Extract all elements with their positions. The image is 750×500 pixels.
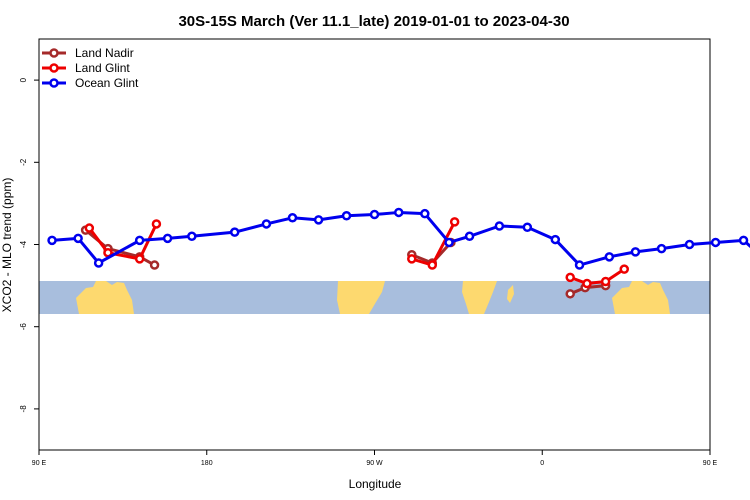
x-axis-label: Longitude (349, 477, 402, 491)
chart-title: 30S-15S March (Ver 11.1_late) 2019-01-01… (178, 13, 569, 30)
y-tick-label-3: -6 (19, 323, 28, 331)
legend-swatch-marker-0 (49, 48, 59, 58)
series-2-point-0-24 (710, 237, 721, 248)
y-tick-label-1: -2 (19, 158, 28, 166)
legend-label-0: Land Nadir (75, 46, 134, 60)
legend-swatch-marker-2 (49, 78, 59, 88)
series-2-point-0-4 (162, 233, 173, 244)
series-2-point-0-10 (341, 210, 352, 221)
series-2-point-0-7 (261, 219, 272, 229)
y-axis: 0 -2 -4 -6 -8 (19, 77, 39, 412)
y-tick-label-0: 0 (19, 77, 28, 82)
land-madagascar (507, 285, 514, 303)
series-2-point-0-11 (369, 209, 380, 220)
series-2-point-0-22 (656, 243, 667, 254)
series-0-point-2-0 (565, 289, 575, 299)
series-2-point-0-16 (494, 221, 505, 231)
series-1-line-0 (88, 223, 158, 261)
series-2-point-0-14 (444, 237, 454, 248)
series-2-point-0-5 (187, 231, 197, 242)
series-1-point-1-0 (407, 254, 417, 264)
x-tick-label-4: 90 E (703, 460, 718, 467)
series-0-point-0-3 (149, 260, 160, 270)
series-2-point-0-15 (464, 231, 475, 242)
x-tick-label-0: 90 E (32, 460, 47, 467)
x-tick-label-3: 0 (540, 460, 544, 467)
land-south-america (337, 281, 385, 314)
series-2-line-0 (51, 210, 750, 267)
series-2-point-0-9 (313, 215, 324, 225)
series-1-point-2-2 (600, 276, 611, 287)
series-2-point-0-18 (550, 234, 561, 245)
legend-swatch-marker-1 (49, 63, 59, 73)
x-tick-label-2: 90 W (366, 460, 383, 467)
series-1-point-2-0 (565, 272, 575, 283)
series-1 (84, 217, 630, 289)
series-2-point-0-8 (287, 213, 298, 223)
series-2-point-0-1 (73, 233, 83, 244)
series-2-point-0-12 (393, 207, 404, 218)
series-2 (47, 207, 750, 270)
series-2-point-0-13 (420, 208, 430, 219)
y-axis-label: XCO2 - MLO trend (ppm) (0, 178, 14, 313)
y-tick-label-4: -8 (19, 405, 28, 413)
series-1-point-0-2 (134, 254, 145, 264)
series-2-point-0-20 (604, 252, 615, 262)
series-1-point-0-0 (84, 223, 95, 233)
land-australia-east (612, 281, 670, 314)
land-africa (462, 281, 497, 314)
series-2-point-0-17 (522, 222, 533, 232)
series-2-point-0-0 (47, 235, 57, 246)
series-1-point-2-3 (619, 264, 630, 274)
series-1-line-2 (569, 267, 626, 286)
series-layer (47, 207, 750, 299)
series-2-point-0-21 (630, 247, 641, 257)
series-1-point-2-1 (582, 278, 592, 289)
y-tick-label-2: -4 (19, 240, 28, 248)
series-2-point-0-25 (738, 235, 749, 246)
series-1-point-1-2 (449, 217, 460, 227)
series-2-point-0-2 (93, 258, 104, 268)
land-australia-west (76, 281, 134, 314)
x-tick-label-1: 180 (201, 460, 213, 467)
legend-label-1: Land Glint (75, 61, 130, 75)
series-2-point-0-23 (684, 239, 695, 250)
legend-label-2: Ocean Glint (75, 76, 139, 90)
series-1-point-0-3 (151, 219, 162, 229)
series-2-point-0-6 (229, 227, 240, 237)
series-2-point-0-19 (574, 260, 585, 270)
series-2-point-0-3 (134, 235, 145, 246)
series-1-point-1-1 (427, 260, 438, 270)
